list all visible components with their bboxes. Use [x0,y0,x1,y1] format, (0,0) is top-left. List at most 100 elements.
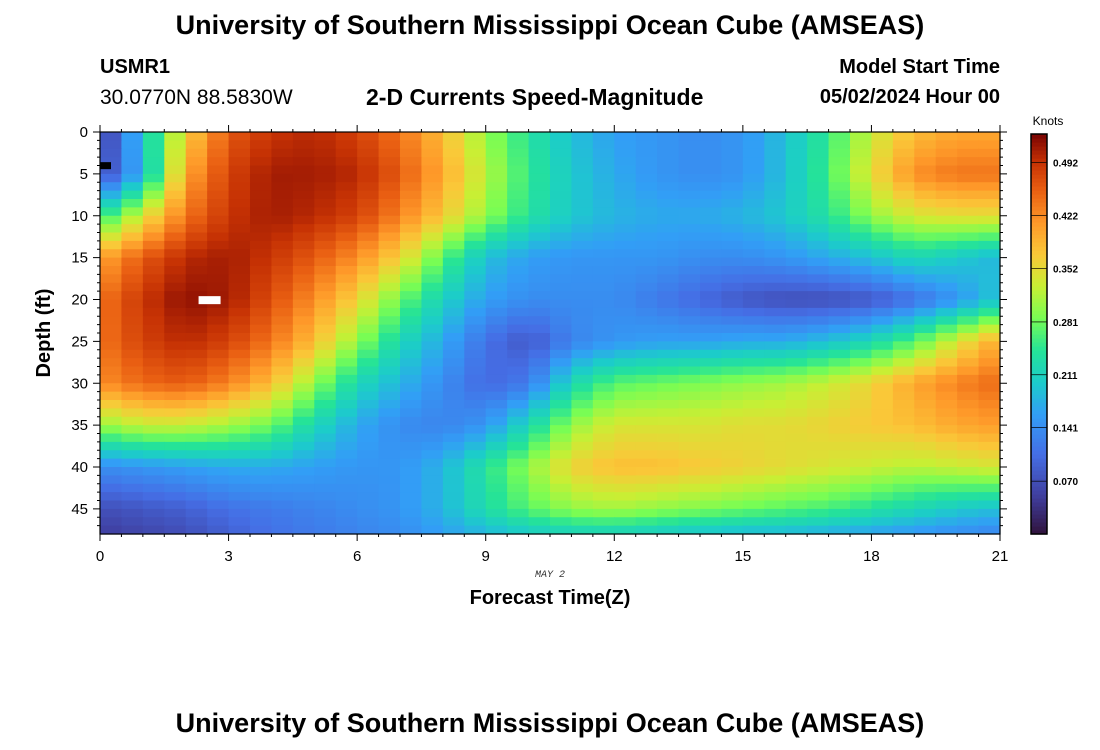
heatmap-cell [400,324,423,334]
heatmap-cell [164,391,187,401]
heatmap-cell [828,450,851,460]
heatmap-cell [892,148,915,158]
heatmap-cell [421,450,444,460]
heatmap-cell [442,450,465,460]
heatmap-cell [892,441,915,451]
heatmap-cell [357,500,380,510]
heatmap-cell [764,383,787,393]
colorbar-swatch [1031,402,1047,407]
heatmap-cell [785,207,808,217]
heatmap-cell [935,425,958,435]
heatmap-cell [378,525,401,535]
heatmap-cell [550,157,573,167]
heatmap-cell [442,333,465,342]
colorbar-swatch [1031,182,1047,187]
heatmap-cell [635,416,658,426]
heatmap-cell [657,324,680,334]
heatmap-cell [121,333,144,342]
colorbar-swatch [1031,254,1047,259]
heatmap-cell [164,282,187,292]
heatmap-cell [957,450,980,460]
heatmap-cell [442,400,465,409]
heatmap-cell [507,374,530,384]
heatmap-cell [935,517,958,527]
heatmap-cell [914,249,937,259]
heatmap-cell [592,249,615,259]
heatmap-cell [464,383,487,393]
heatmap-cell [421,349,444,359]
heatmap-cell [871,324,894,334]
heatmap-cell [314,475,337,485]
heatmap-cell [721,374,744,384]
heatmap-cell [528,433,551,443]
heatmap-cell [528,199,551,208]
heatmap-cell [678,316,701,326]
heatmap-cell [185,400,208,409]
heatmap-cell [314,500,337,510]
heatmap-cell [850,391,873,401]
heatmap-cell [550,132,573,141]
heatmap-cell [400,157,423,167]
heatmap-cell [614,508,637,518]
heatmap-cell [550,341,573,351]
heatmap-cell [335,173,358,183]
heatmap-cell [271,425,294,435]
heatmap-cell [314,257,337,267]
heatmap-cell [442,132,465,141]
heatmap-cell [828,349,851,359]
heatmap-cell [764,433,787,443]
heatmap-cell [485,249,508,259]
heatmap-cell [142,508,165,518]
heatmap-cell [678,324,701,334]
heatmap-cell [442,157,465,167]
heatmap-cell [678,257,701,267]
heatmap-cell [271,366,294,376]
heatmap-cell [914,508,937,518]
heatmap-cell [592,425,615,435]
heatmap-cell [164,450,187,460]
heatmap-cell [357,215,380,225]
heatmap-cell [228,257,251,267]
heatmap-cell [550,508,573,518]
heatmap-cell [357,341,380,351]
heatmap-cell [121,148,144,158]
heatmap-cell [828,316,851,326]
heatmap-cell [142,165,165,175]
heatmap-cell [314,408,337,418]
heatmap-cell [164,400,187,409]
heatmap-cell [935,182,958,192]
colorbar-swatch [1031,366,1047,371]
heatmap-cell [978,416,1001,426]
heatmap-cell [700,383,723,393]
y-tick-label: 40 [71,459,88,476]
heatmap-cell [550,282,573,292]
heatmap-cell [292,441,315,451]
heatmap-cell [871,199,894,208]
heatmap-cell [271,232,294,242]
heatmap-cell [614,517,637,527]
heatmap-cell [185,450,208,460]
heatmap-cell [250,467,273,476]
heatmap-cell [764,349,787,359]
heatmap-cell [421,182,444,192]
heatmap-cell [164,266,187,275]
heatmap-cell [464,316,487,326]
heatmap-cell [871,165,894,175]
heatmap-cell [678,374,701,384]
heatmap-cell [678,441,701,451]
heatmap-cell [357,266,380,275]
heatmap-cell [507,492,530,502]
heatmap-cell [871,249,894,259]
heatmap-cell [207,240,230,250]
heatmap-cell [528,383,551,393]
heatmap-cell [785,266,808,275]
heatmap-cell [742,366,765,376]
heatmap-cell [314,240,337,250]
heatmap-cell [850,199,873,208]
colorbar-swatch [1031,314,1047,319]
heatmap-cell [400,165,423,175]
heatmap-cell [892,433,915,443]
heatmap-cell [914,391,937,401]
colorbar-swatch [1031,450,1047,455]
heatmap-cell [100,450,123,460]
